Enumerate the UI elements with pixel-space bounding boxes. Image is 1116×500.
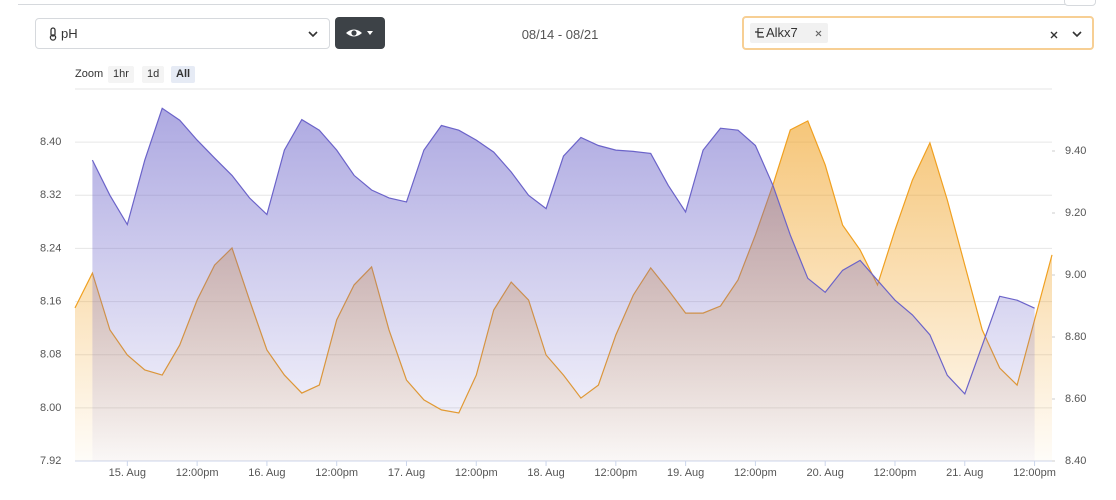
series-multiselect[interactable]: Alkx7 (742, 16, 1094, 50)
top-border (18, 0, 1068, 5)
x-tick-label: 12:00pm (315, 467, 358, 479)
metric-select[interactable]: pH (35, 18, 330, 49)
zoom-button[interactable]: All (171, 66, 196, 83)
x-tick-label: 19. Aug (667, 467, 704, 479)
y2-tick-label: 9.00 (1065, 269, 1086, 281)
x-tick-label: 12:00pm (1013, 467, 1056, 479)
x-tick-label: 12:00pm (455, 467, 498, 479)
y-tick-label: 8.00 (40, 402, 61, 414)
y-tick-label: 8.40 (40, 136, 61, 148)
visibility-button[interactable] (335, 17, 385, 49)
x-tick-label: 17. Aug (388, 467, 425, 479)
chevron-icon (308, 31, 318, 38)
y2-tick-label: 8.40 (1065, 455, 1086, 467)
date-range: 08/14 - 08/21 (521, 27, 599, 42)
x-tick-label: 12:00pm (874, 467, 917, 479)
series-tag[interactable]: Alkx7 (750, 23, 828, 43)
y2-tick-label: 8.80 (1065, 331, 1086, 343)
y2-tick-label: 9.20 (1065, 207, 1086, 219)
eye-icon (346, 29, 373, 37)
y-tick-label: 8.16 (40, 295, 61, 307)
zoom-button[interactable]: 1hr (108, 66, 134, 83)
y-tick-label: 8.08 (40, 349, 61, 361)
area-fill (92, 108, 1035, 462)
x-tick-label: 20. Aug (807, 467, 844, 479)
series-tag-text: Alkx7 (766, 25, 798, 40)
x-tick-label: 16. Aug (248, 467, 285, 479)
y-tick-label: 8.24 (40, 242, 61, 254)
x-tick-label: 12:00pm (594, 467, 637, 479)
top-corner-button[interactable] (1064, 0, 1096, 6)
y-tick-label: 8.32 (40, 189, 61, 201)
chevron-icon (1072, 31, 1082, 38)
x-tick-label: 12:00pm (176, 467, 219, 479)
zoom-label: Zoom (75, 68, 104, 80)
series-line (91, 107, 1035, 396)
zoom-button[interactable]: 1d (142, 66, 165, 83)
metric-select-text: pH (61, 26, 78, 41)
x-tick-label: 15. Aug (109, 467, 146, 479)
clear-icon[interactable] (1050, 31, 1058, 39)
tag-icon (755, 28, 764, 38)
thermometer-icon (49, 27, 57, 41)
y2-tick-label: 8.60 (1065, 393, 1086, 405)
x-tick-label: 21. Aug (946, 467, 983, 479)
y2-tick-label: 9.40 (1065, 145, 1086, 157)
tag-remove-icon[interactable] (815, 30, 822, 37)
y-tick-label: 7.92 (40, 455, 61, 467)
x-tick-label: 18. Aug (527, 467, 564, 479)
x-tick-label: 12:00pm (734, 467, 777, 479)
